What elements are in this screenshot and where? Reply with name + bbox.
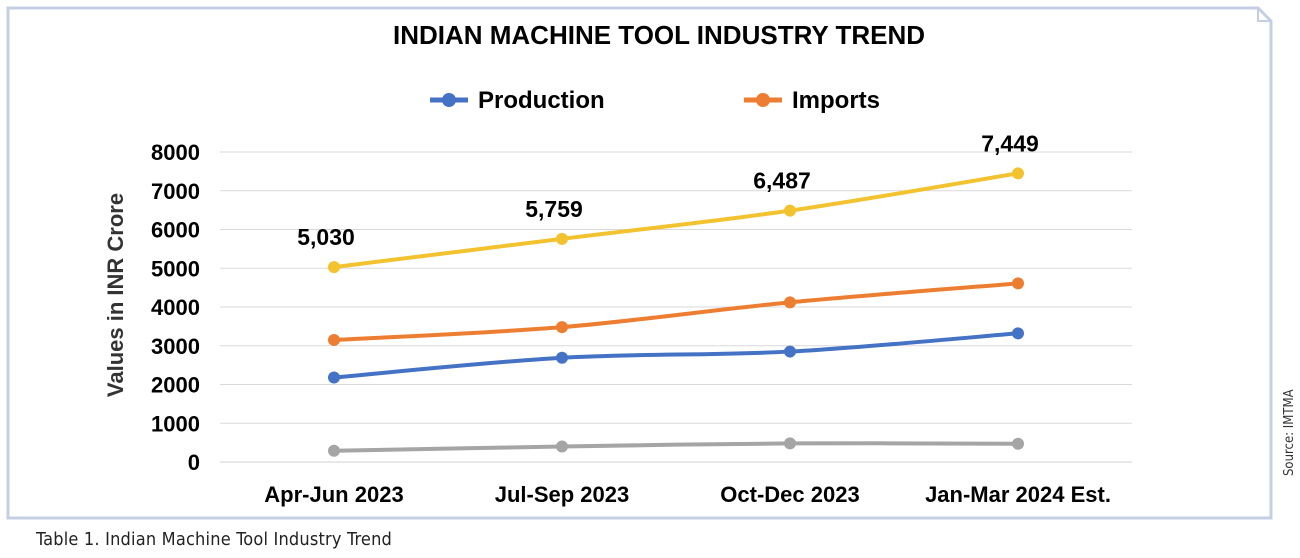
legend-label: Imports xyxy=(792,87,880,114)
data-point xyxy=(328,261,340,274)
y-tick-label: 4000 xyxy=(151,295,200,320)
data-point xyxy=(1012,167,1024,180)
chart-legend: Production Imports xyxy=(430,87,880,114)
chart-data-labels: 5,030 5,759 6,487 7,449 xyxy=(297,130,1039,250)
data-point xyxy=(328,444,340,457)
legend-swatch-marker xyxy=(442,93,456,107)
source-credit: Source: IMTMA xyxy=(1282,389,1297,476)
series-group xyxy=(328,277,1024,346)
x-tick-label: Oct-Dec 2023 xyxy=(720,482,859,507)
y-tick-label: 0 xyxy=(188,450,200,475)
y-axis-label: Values in INR Crore xyxy=(103,193,128,397)
chart-frame-corner xyxy=(1257,8,1271,22)
data-point xyxy=(1012,327,1024,340)
data-point xyxy=(784,296,796,309)
y-tick-label: 1000 xyxy=(151,411,200,436)
x-tick-label: Jan-Mar 2024 Est. xyxy=(925,482,1111,507)
series-line xyxy=(332,331,1020,380)
data-point xyxy=(556,440,568,453)
legend-label: Production xyxy=(478,87,605,114)
data-point xyxy=(556,351,568,364)
x-tick-label: Apr-Jun 2023 xyxy=(264,482,403,507)
chart-title: INDIAN MACHINE TOOL INDUSTRY TREND xyxy=(393,20,925,50)
data-label: 6,487 xyxy=(753,168,811,194)
data-point xyxy=(1012,437,1024,450)
data-point xyxy=(784,204,796,217)
data-point xyxy=(784,437,796,450)
series-line xyxy=(332,171,1020,270)
series-line xyxy=(332,441,1020,453)
y-tick-label: 8000 xyxy=(151,140,200,165)
y-tick-label: 6000 xyxy=(151,218,200,243)
chart-series xyxy=(328,167,1024,457)
y-tick-label: 7000 xyxy=(151,179,200,204)
data-label: 7,449 xyxy=(981,130,1039,156)
legend-entry: Imports xyxy=(744,87,880,114)
series-group xyxy=(328,167,1024,274)
data-point xyxy=(1012,277,1024,290)
series-line xyxy=(332,281,1020,342)
series-group xyxy=(328,437,1024,457)
data-label: 5,759 xyxy=(525,196,583,222)
y-tick-label: 2000 xyxy=(151,373,200,398)
data-point xyxy=(328,371,340,384)
chart-frame xyxy=(6,6,1273,520)
figure-caption: Table 1. Indian Machine Tool Industry Tr… xyxy=(36,529,393,550)
chart-gridlines xyxy=(220,151,1132,463)
data-point xyxy=(784,345,796,358)
y-tick-label: 3000 xyxy=(151,334,200,359)
legend-swatch-marker xyxy=(756,93,770,107)
x-tick-label: Jul-Sep 2023 xyxy=(495,482,630,507)
y-tick-label: 5000 xyxy=(151,256,200,281)
data-point xyxy=(556,321,568,334)
series-group xyxy=(328,327,1024,384)
data-point xyxy=(556,232,568,245)
y-axis-tick-labels: 8000 7000 6000 5000 4000 3000 2000 1000 0 xyxy=(151,140,200,475)
legend-entry: Production xyxy=(430,87,605,114)
data-label: 5,030 xyxy=(297,224,355,250)
data-point xyxy=(328,333,340,346)
x-axis-tick-labels: Apr-Jun 2023 Jul-Sep 2023 Oct-Dec 2023 Jan-… xyxy=(264,482,1111,507)
